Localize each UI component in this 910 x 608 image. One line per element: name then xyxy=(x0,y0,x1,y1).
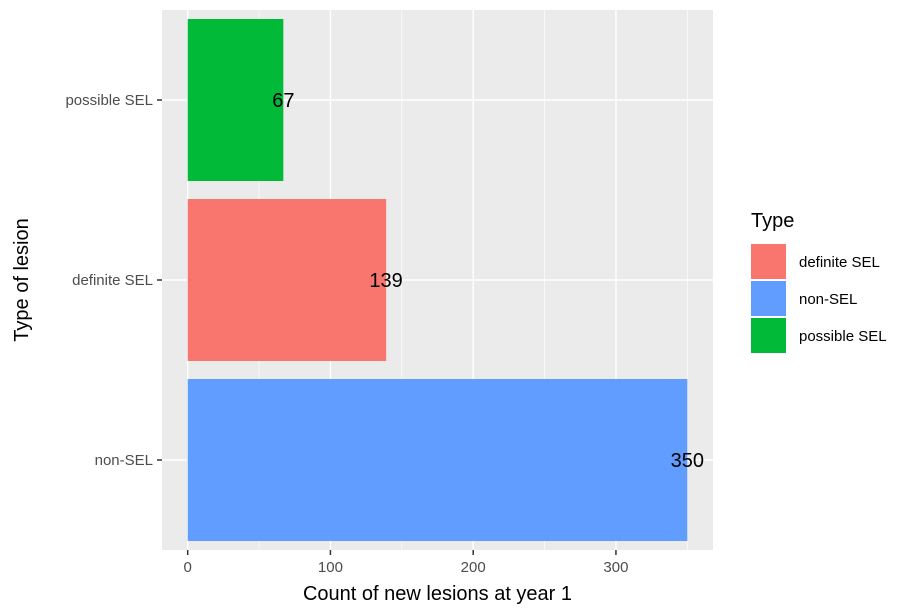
legend-title: Type xyxy=(751,210,794,232)
x-tick-label: 300 xyxy=(603,559,628,576)
bar-definite-sel xyxy=(188,199,386,361)
legend-label: definite SEL xyxy=(799,254,880,271)
legend-swatch xyxy=(751,318,786,353)
y-tick-label: possible SEL xyxy=(65,92,153,109)
y-tick-label: definite SEL xyxy=(72,272,153,289)
bar-non-sel xyxy=(188,379,688,541)
data-label: 350 xyxy=(671,450,704,472)
legend: Type definite SEL non-SEL possible SEL xyxy=(751,210,887,353)
data-label: 67 xyxy=(272,90,294,112)
legend-swatch xyxy=(751,244,786,279)
x-tick-label: 0 xyxy=(184,559,192,576)
x-tick-label: 100 xyxy=(318,559,343,576)
legend-label: non-SEL xyxy=(799,291,857,308)
x-axis-title: Count of new lesions at year 1 xyxy=(303,583,572,605)
legend-label: possible SEL xyxy=(799,328,887,345)
legend-swatch xyxy=(751,281,786,316)
data-label: 139 xyxy=(369,270,402,292)
bar-possible-sel xyxy=(188,19,284,181)
y-axis-title: Type of lesion xyxy=(11,218,33,341)
x-tick-label: 200 xyxy=(461,559,486,576)
y-tick-label: non-SEL xyxy=(95,452,153,469)
